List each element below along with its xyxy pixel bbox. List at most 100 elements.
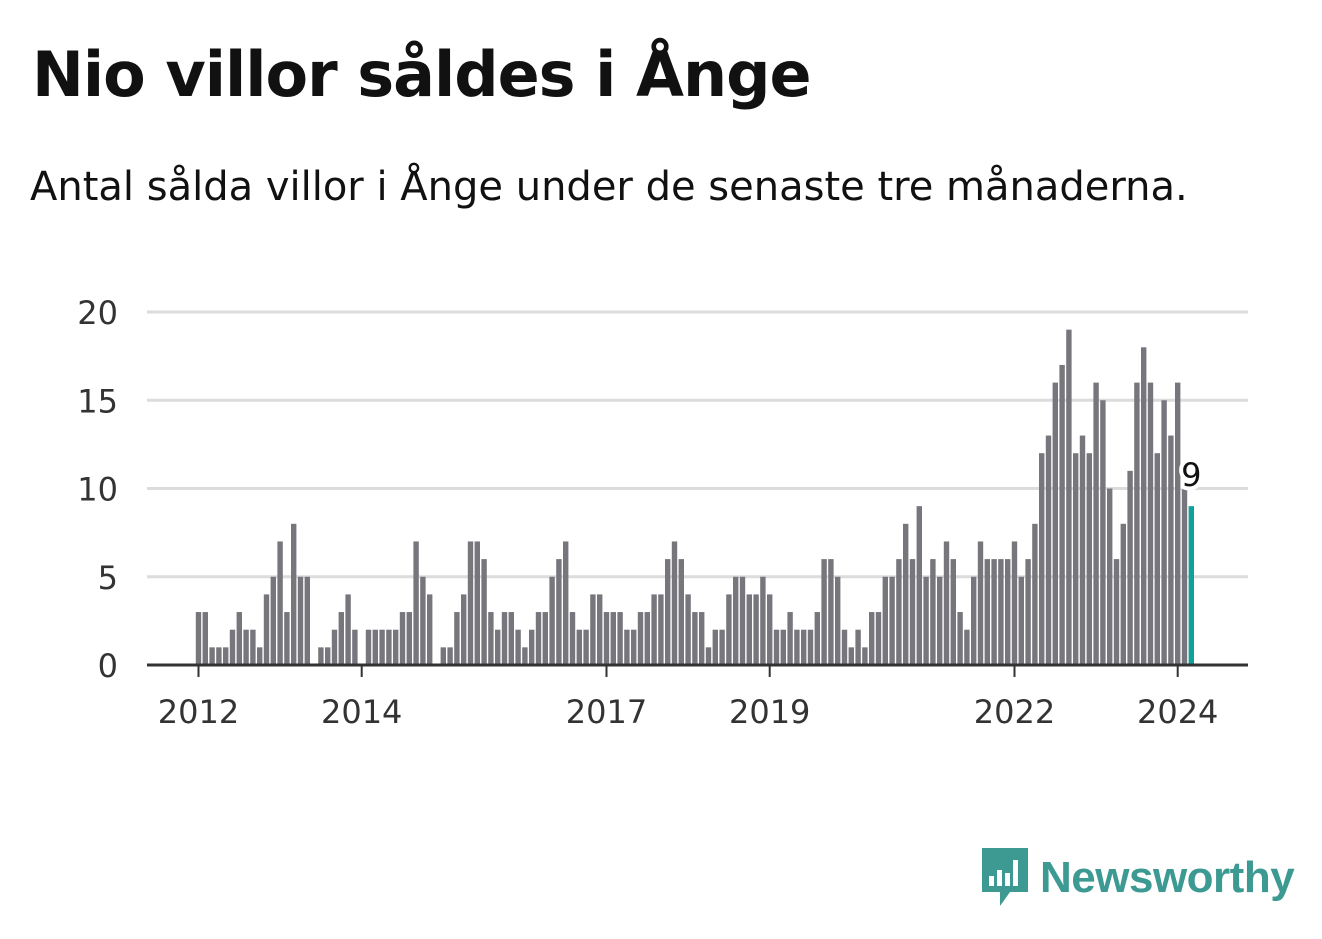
x-tick-label: 2014 <box>321 693 402 731</box>
bar <box>372 629 378 665</box>
bar <box>379 629 385 665</box>
bar <box>270 576 276 665</box>
bar <box>719 629 725 665</box>
bar <box>590 594 596 665</box>
bar <box>406 612 412 665</box>
bar <box>1005 559 1011 665</box>
bar <box>569 612 576 665</box>
bar <box>556 559 562 665</box>
bar <box>461 594 467 665</box>
bar <box>467 541 474 665</box>
y-tick-label: 5 <box>98 559 118 597</box>
bar <box>229 629 236 665</box>
bar <box>243 629 249 665</box>
bar <box>658 594 664 665</box>
bar <box>1052 382 1058 665</box>
bar <box>1107 488 1113 665</box>
bar <box>352 629 358 665</box>
bar <box>692 612 698 665</box>
bar <box>1134 382 1140 665</box>
bar <box>896 559 902 665</box>
bar <box>998 559 1004 665</box>
chart-title: Nio villor såldes i Ånge <box>32 38 812 111</box>
x-axis-ticks: 2012 2014 2017 2019 2022 2024 <box>158 665 1218 731</box>
bar <box>746 594 752 665</box>
bar <box>821 559 827 665</box>
bar <box>542 612 548 665</box>
bar <box>576 629 582 665</box>
bar <box>331 629 338 665</box>
bar <box>1120 523 1126 665</box>
bar <box>787 612 793 665</box>
bar <box>1039 453 1045 665</box>
bar <box>1175 382 1181 665</box>
bar <box>889 576 895 665</box>
bar <box>801 629 807 665</box>
bar <box>705 647 712 665</box>
bar <box>1154 453 1160 665</box>
bar <box>916 506 922 665</box>
bar <box>869 612 875 665</box>
bar <box>814 612 820 665</box>
bar <box>671 541 678 665</box>
bar <box>780 629 786 665</box>
y-tick-label: 15 <box>77 382 118 420</box>
bar <box>977 541 984 665</box>
bar <box>767 594 773 665</box>
data-labels: 9 <box>1177 452 1205 498</box>
bar <box>651 594 657 665</box>
y-tick-label: 0 <box>98 647 118 685</box>
x-tick-label: 2022 <box>974 693 1055 731</box>
bar <box>1086 453 1092 665</box>
bar <box>250 629 256 665</box>
bar <box>943 541 950 665</box>
bar <box>1141 347 1147 665</box>
bar <box>862 647 868 665</box>
bar <box>665 559 671 665</box>
bar <box>488 612 494 665</box>
bar <box>610 612 616 665</box>
bar <box>1113 559 1120 665</box>
newsworthy-logo: Newsworthy <box>980 846 1295 910</box>
bar <box>1168 435 1174 665</box>
bar <box>420 576 426 665</box>
bar <box>1161 400 1167 665</box>
bar <box>1079 435 1086 665</box>
bar <box>760 576 766 665</box>
bar <box>739 576 746 665</box>
bars <box>195 329 1194 665</box>
bar <box>841 629 848 665</box>
bar <box>1011 541 1018 665</box>
bar <box>603 612 610 665</box>
bar <box>1066 329 1072 665</box>
bar <box>685 594 691 665</box>
highlight-bar <box>1188 506 1194 665</box>
bar <box>291 523 297 665</box>
bar <box>325 647 331 665</box>
bar <box>950 559 956 665</box>
bar <box>583 629 589 665</box>
bar <box>277 541 283 665</box>
bar <box>1073 453 1079 665</box>
bar <box>597 594 603 665</box>
bar <box>508 612 514 665</box>
chart-subtitle: Antal sålda villor i Ånge under de senas… <box>30 164 1188 210</box>
y-tick-label: 10 <box>77 471 118 509</box>
newsworthy-bar-chart-icon <box>982 848 1028 906</box>
bar <box>712 629 718 665</box>
bar <box>427 594 433 665</box>
bar <box>549 576 555 665</box>
bar <box>1045 435 1052 665</box>
bar <box>617 612 623 665</box>
bar-chart: 2012 2014 2017 2019 2022 2024 0 5 10 15 20 9 <box>77 294 1248 731</box>
bar <box>1059 364 1065 665</box>
bar <box>631 629 637 665</box>
bar <box>828 559 834 665</box>
bar <box>216 647 222 665</box>
bar <box>399 612 406 665</box>
bar <box>563 541 569 665</box>
x-tick-label: 2024 <box>1137 693 1218 731</box>
bar <box>1018 576 1024 665</box>
bar <box>678 559 684 665</box>
bar <box>501 612 508 665</box>
